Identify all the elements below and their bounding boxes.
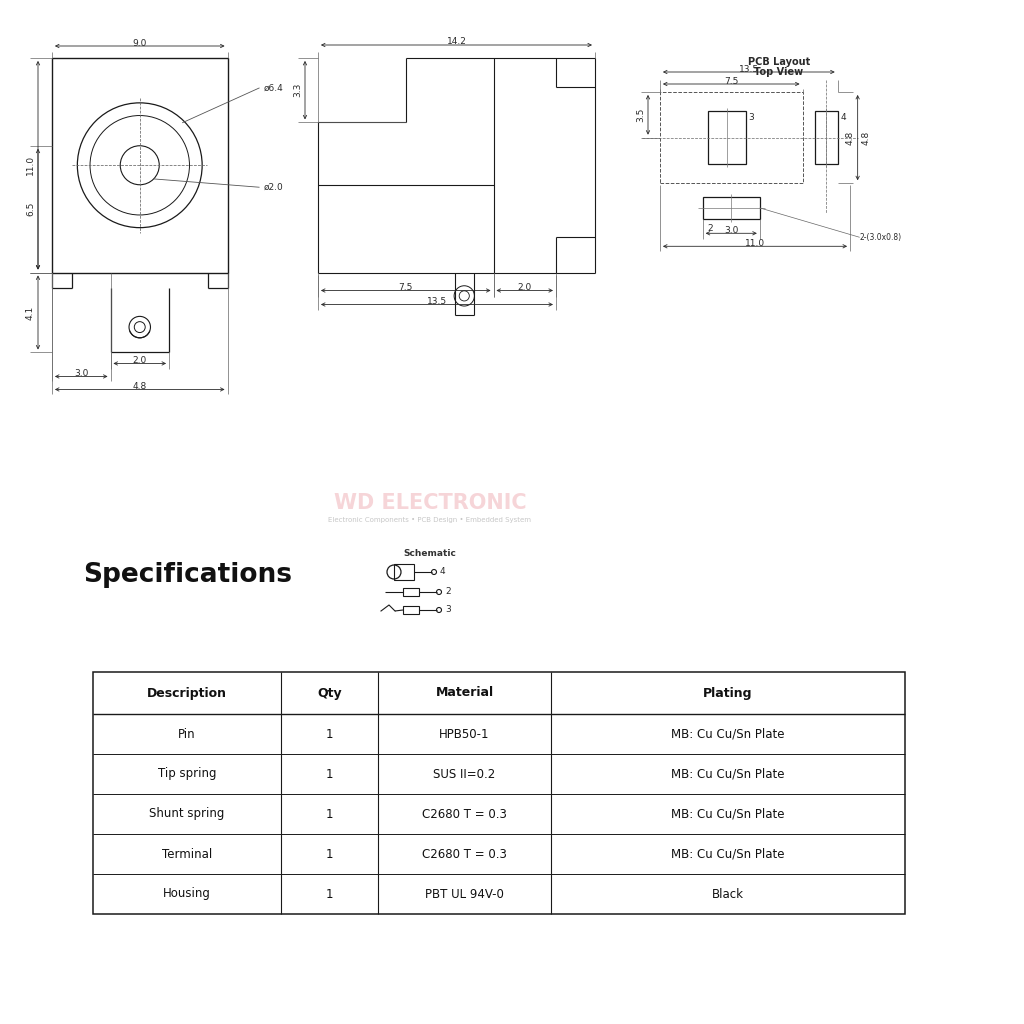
Bar [403,588,419,596]
Text: 9.0: 9.0 [132,39,146,47]
Text: 4.8: 4.8 [846,130,855,144]
Text: 2-(3.0x0.8): 2-(3.0x0.8) [860,232,902,242]
Text: 1: 1 [326,888,333,900]
Text: 1: 1 [326,848,333,860]
Text: Tip spring: Tip spring [158,768,216,780]
Text: WD ELECTRONIC: WD ELECTRONIC [334,493,526,513]
Text: 3.0: 3.0 [74,369,88,378]
Bar [403,606,419,614]
Text: 11.0: 11.0 [26,156,35,175]
Text: 4: 4 [841,113,846,122]
Text: MB: Cu Cu/Sn Plate: MB: Cu Cu/Sn Plate [672,727,784,740]
Text: 4.8: 4.8 [133,382,146,391]
Text: 4.8: 4.8 [861,130,870,144]
Text: Housing: Housing [163,888,211,900]
Text: 3: 3 [445,605,451,614]
Bar [815,111,838,164]
Text: 1: 1 [326,727,333,740]
Text: Top View: Top View [755,67,804,77]
Text: 2: 2 [708,224,714,233]
Circle shape [431,569,436,574]
Text: 3: 3 [749,113,755,122]
Text: Material: Material [435,686,494,699]
Text: 7.5: 7.5 [724,77,738,85]
Text: 3.3: 3.3 [293,83,302,97]
Text: PCB Layout: PCB Layout [748,57,810,67]
Text: Electronic Components • PCB Design • Embedded System: Electronic Components • PCB Design • Emb… [329,517,531,523]
Text: 1: 1 [326,808,333,820]
Text: Pin: Pin [178,727,196,740]
Bar [660,92,803,183]
Text: 2.0: 2.0 [133,356,146,365]
Text: C2680 T = 0.3: C2680 T = 0.3 [422,848,507,860]
Bar [52,58,227,272]
Text: Terminal: Terminal [162,848,212,860]
Text: MB: Cu Cu/Sn Plate: MB: Cu Cu/Sn Plate [672,848,784,860]
Text: Schematic: Schematic [403,549,457,557]
Bar [394,564,414,580]
Text: Plating: Plating [703,686,753,699]
Text: C2680 T = 0.3: C2680 T = 0.3 [422,808,507,820]
Text: Specifications: Specifications [83,562,292,588]
Text: ø2.0: ø2.0 [263,182,284,191]
Text: 3.0: 3.0 [724,226,738,234]
Circle shape [436,590,441,595]
Text: 7.5: 7.5 [398,283,413,292]
Text: MB: Cu Cu/Sn Plate: MB: Cu Cu/Sn Plate [672,768,784,780]
Text: 6.5: 6.5 [26,202,35,216]
Text: ø6.4: ø6.4 [263,83,284,92]
Bar [702,197,760,219]
Bar [708,111,745,164]
Text: 13.5: 13.5 [738,65,759,74]
Text: Black: Black [712,888,744,900]
Text: 2.0: 2.0 [517,283,531,292]
Text: PBT UL 94V-0: PBT UL 94V-0 [425,888,504,900]
Text: SUS II=0.2: SUS II=0.2 [433,768,496,780]
Text: 4: 4 [440,567,445,577]
Text: 1: 1 [326,768,333,780]
Text: 14.2: 14.2 [446,38,466,46]
Circle shape [436,607,441,612]
Bar [93,672,905,914]
Text: 4.1: 4.1 [26,305,35,319]
Text: 13.5: 13.5 [427,297,447,306]
Text: Shunt spring: Shunt spring [150,808,224,820]
Text: MB: Cu Cu/Sn Plate: MB: Cu Cu/Sn Plate [672,808,784,820]
Text: Description: Description [147,686,227,699]
Text: 3.5: 3.5 [636,108,645,122]
Text: Qty: Qty [317,686,342,699]
Text: 11.0: 11.0 [744,239,765,248]
Text: HPB50-1: HPB50-1 [439,727,489,740]
Text: 2: 2 [445,588,451,597]
